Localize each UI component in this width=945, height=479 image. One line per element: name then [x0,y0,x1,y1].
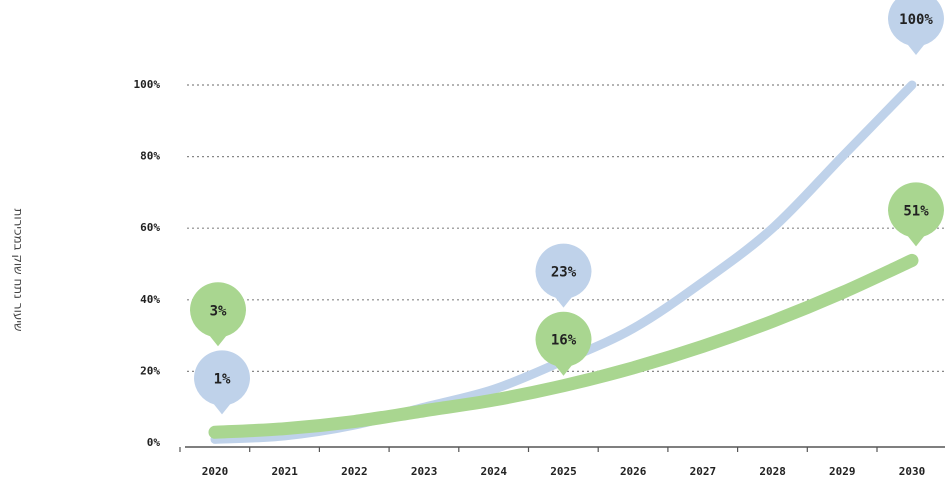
value-bubble: 16% [535,311,592,376]
value-bubble: 3% [190,282,246,347]
x-tick-label: 2029 [829,465,856,478]
bubble-shape [535,311,592,376]
data-label: 51% [903,203,929,219]
y-axis-label: שיעור נתח שוק במכירות [12,208,26,331]
y-tick-label: 20% [140,364,160,377]
x-tick-label: 2026 [620,465,647,478]
value-bubble: 1% [194,350,250,415]
y-tick-label: 100% [134,78,161,91]
x-tick-label: 2027 [690,465,717,478]
x-tick-label: 2025 [550,465,577,478]
data-label: 100% [899,12,933,28]
x-tick-label: 2028 [759,465,786,478]
y-tick-label: 60% [140,221,160,234]
bubble-shape [190,282,246,347]
data-label: 16% [551,333,577,349]
value-bubble: 51% [888,182,944,247]
x-tick-label: 2022 [341,465,368,478]
x-tick-label: 2030 [899,465,926,478]
x-tick-label: 2021 [271,465,298,478]
bubble-shape [888,182,944,247]
data-label: 1% [214,371,231,387]
y-tick-label: 80% [140,150,160,163]
value-bubble: 100% [888,0,944,55]
x-tick-label: 2024 [481,465,508,478]
data-label: 3% [210,303,227,319]
x-tick-label: 2023 [411,465,438,478]
x-tick-label: 2020 [202,465,229,478]
data-label: 23% [551,265,577,281]
bubble-shape [535,243,592,308]
bubble-shape [194,350,250,415]
y-tick-label: 0% [147,436,161,449]
series-line [208,253,919,439]
value-bubble: 23% [535,243,592,308]
y-tick-label: 40% [140,293,160,306]
bubble-shape [888,0,944,55]
